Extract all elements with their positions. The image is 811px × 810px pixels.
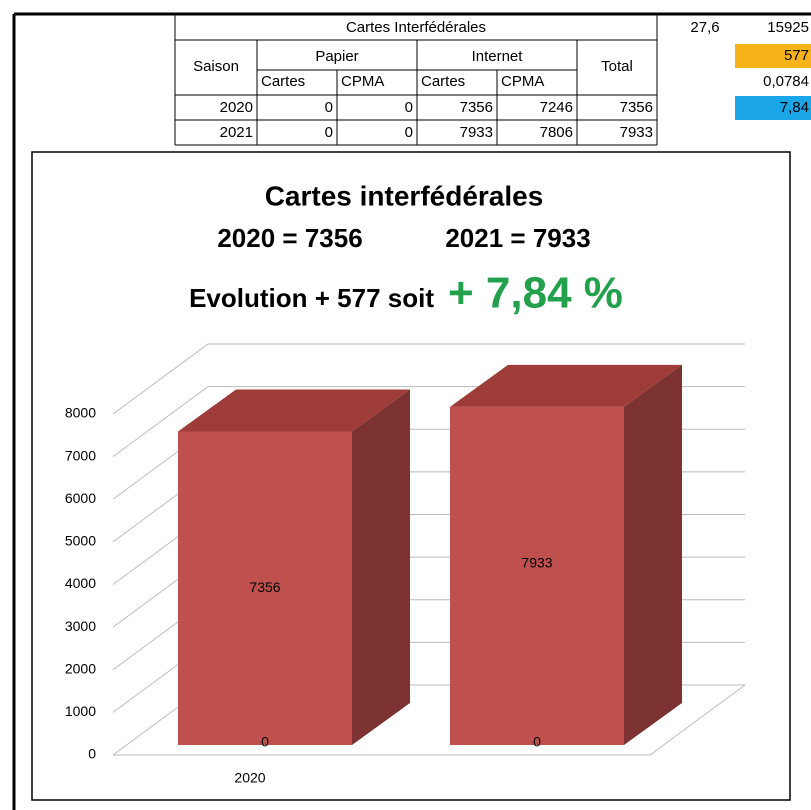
value-label: 0: [533, 734, 541, 750]
cell: 0: [405, 99, 413, 116]
cell: 2020: [220, 99, 253, 116]
bar: [178, 431, 352, 745]
header: Papier: [315, 48, 358, 65]
bar-top: [178, 389, 410, 432]
value-label: 7356: [249, 579, 280, 595]
x-tick-label: 2020: [234, 770, 265, 786]
cell: 7356: [620, 99, 653, 116]
cell: 577: [784, 47, 809, 64]
value-label: 0: [261, 734, 269, 750]
subtitle: 2020 = 7356: [217, 223, 362, 253]
cell: 7806: [540, 124, 573, 141]
highlight: [735, 96, 811, 120]
bar-side: [352, 389, 410, 745]
y-tick-label: 2000: [65, 660, 96, 676]
sub-header: CPMA: [341, 73, 384, 90]
table-title: Cartes Interfédérales: [346, 19, 486, 36]
highlight: [735, 44, 811, 68]
cell: 0,0784: [763, 73, 809, 90]
cell: 7,84: [780, 99, 809, 116]
y-tick-label: 8000: [65, 405, 96, 421]
header: Saison: [193, 58, 239, 75]
cell: 15925: [767, 19, 809, 36]
y-tick-label: 0: [88, 746, 96, 762]
cell: 7246: [540, 99, 573, 116]
bar-top: [450, 364, 682, 407]
cell: 0: [405, 124, 413, 141]
subtitle: 2021 = 7933: [445, 223, 590, 253]
evolution: Evolution + 577 soit: [189, 283, 434, 313]
bar: [450, 406, 624, 745]
cell: 7933: [460, 124, 493, 141]
evolution-pct: + 7,84 %: [448, 269, 623, 318]
y-tick-label: 4000: [65, 575, 96, 591]
cell: 7933: [620, 124, 653, 141]
chart-title: Cartes interfédérales: [265, 180, 544, 211]
cell: 7356: [460, 99, 493, 116]
sub-header: CPMA: [501, 73, 544, 90]
bar-side: [624, 364, 682, 745]
y-tick-label: 6000: [65, 490, 96, 506]
chart-frame: [31, 151, 791, 801]
header: Internet: [472, 48, 524, 65]
y-tick-label: 3000: [65, 618, 96, 634]
floor: [113, 684, 746, 756]
value-label: 7933: [521, 555, 552, 571]
cell: 0: [325, 124, 333, 141]
sub-header: Cartes: [261, 73, 305, 90]
cell: 0: [325, 99, 333, 116]
header: Total: [601, 58, 633, 75]
grid-line: [112, 343, 745, 415]
table-lines: [174, 15, 658, 146]
y-tick-label: 5000: [65, 533, 96, 549]
cell: 2021: [220, 124, 253, 141]
cell: 27,6: [690, 19, 719, 36]
y-tick-label: 7000: [65, 447, 96, 463]
sub-header: Cartes: [421, 73, 465, 90]
y-tick-label: 1000: [65, 703, 96, 719]
